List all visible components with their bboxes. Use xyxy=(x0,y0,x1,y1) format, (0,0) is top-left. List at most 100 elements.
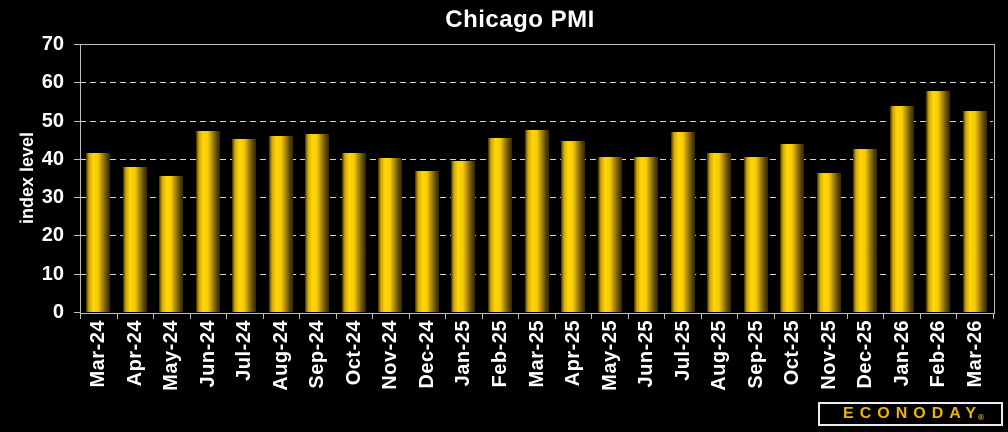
x-tick-label: Sep-25 xyxy=(744,320,767,389)
chart-title: Chicago PMI xyxy=(445,6,595,33)
x-tick-label: Aug-24 xyxy=(269,320,292,391)
bar-Feb-26 xyxy=(926,91,951,312)
x-tick xyxy=(226,313,228,319)
x-tick xyxy=(262,313,264,319)
bar-Nov-25 xyxy=(816,173,841,312)
x-tick xyxy=(153,313,155,319)
x-tick xyxy=(664,313,666,319)
x-tick-label: Jan-26 xyxy=(890,320,913,387)
x-tick-label: Nov-24 xyxy=(379,320,402,390)
x-tick xyxy=(372,313,374,319)
x-tick xyxy=(408,313,410,319)
x-tick xyxy=(591,313,593,319)
bar-May-25 xyxy=(597,156,622,312)
x-tick-label: Jun-25 xyxy=(635,320,658,388)
y-tick-label: 60 xyxy=(41,71,64,94)
bar-Oct-25 xyxy=(780,144,805,312)
bar-Aug-24 xyxy=(268,135,293,312)
x-tick xyxy=(737,313,739,319)
bar-Jul-25 xyxy=(670,131,695,312)
x-tick xyxy=(919,313,921,319)
y-tick-label: 20 xyxy=(41,224,64,247)
x-tick-label: Oct-24 xyxy=(342,320,365,386)
x-tick-label: Nov-25 xyxy=(817,320,840,390)
x-tick xyxy=(773,313,775,319)
x-tick xyxy=(518,313,520,319)
bar-Nov-24 xyxy=(378,158,403,312)
logo-text: ECONODAY xyxy=(843,405,983,422)
x-tick xyxy=(116,313,118,319)
y-tick-40 xyxy=(74,158,80,160)
bar-Apr-24 xyxy=(122,166,147,312)
x-tick-label: Mar-26 xyxy=(963,320,986,388)
gridline-60 xyxy=(80,82,993,84)
bar-Apr-25 xyxy=(561,141,586,312)
x-tick xyxy=(445,313,447,319)
x-tick-label: Jul-24 xyxy=(233,320,256,381)
x-tick xyxy=(299,313,301,319)
bar-May-24 xyxy=(159,176,184,312)
x-tick xyxy=(554,313,556,319)
x-tick-label: Feb-25 xyxy=(488,320,511,388)
y-tick-label: 10 xyxy=(41,262,64,285)
x-tick-label: Mar-24 xyxy=(87,320,110,388)
x-tick-label: Mar-25 xyxy=(525,320,548,388)
y-axis-title: index level xyxy=(17,131,37,225)
bar-Dec-24 xyxy=(414,170,439,312)
bar-Jan-25 xyxy=(451,160,476,312)
x-tick-label: Dec-24 xyxy=(415,320,438,389)
x-tick xyxy=(189,313,191,319)
y-tick-0 xyxy=(74,312,80,313)
x-tick xyxy=(956,313,958,319)
x-tick-label: Oct-25 xyxy=(781,320,804,386)
x-tick-label: Apr-24 xyxy=(123,320,146,387)
bar-Mar-24 xyxy=(86,153,111,312)
x-tick xyxy=(883,313,885,319)
bar-Dec-25 xyxy=(853,148,878,312)
bar-Jan-26 xyxy=(889,105,914,312)
bar-Jun-24 xyxy=(195,130,220,312)
y-tick-10 xyxy=(74,273,80,275)
econoday-logo: ECONODAY ® xyxy=(818,402,1003,426)
bar-Mar-25 xyxy=(524,129,549,312)
x-tick xyxy=(80,313,81,319)
x-tick xyxy=(481,313,483,319)
bar-Feb-25 xyxy=(487,137,512,312)
x-tick-label: Sep-24 xyxy=(306,320,329,389)
y-tick-label: 50 xyxy=(41,109,64,132)
x-tick xyxy=(846,313,848,319)
bar-Aug-25 xyxy=(707,153,732,312)
y-tick-label: 0 xyxy=(52,301,64,323)
registered-mark-icon: ® xyxy=(978,413,984,422)
x-tick xyxy=(810,313,812,319)
bar-Oct-24 xyxy=(341,152,366,312)
x-tick-label: Aug-25 xyxy=(708,320,731,391)
y-tick-label: 70 xyxy=(41,33,64,55)
y-tick-60 xyxy=(74,82,80,84)
y-tick-20 xyxy=(74,235,80,237)
y-tick-50 xyxy=(74,120,80,122)
bar-Sep-25 xyxy=(743,156,768,312)
bar-Mar-26 xyxy=(962,110,987,312)
y-tick-30 xyxy=(74,197,80,199)
x-tick-label: Jun-24 xyxy=(196,320,219,388)
gridline-50 xyxy=(80,120,993,122)
bar-Jul-24 xyxy=(232,138,257,312)
x-tick-label: May-25 xyxy=(598,320,621,391)
x-tick xyxy=(335,313,337,319)
x-tick-label: May-24 xyxy=(160,320,183,391)
y-tick-label: 30 xyxy=(41,186,64,209)
x-tick-label: Jan-25 xyxy=(452,320,475,387)
y-tick-70 xyxy=(74,44,80,45)
x-tick xyxy=(627,313,629,319)
x-tick-label: Apr-25 xyxy=(562,320,585,387)
x-tick xyxy=(700,313,702,319)
x-tick-label: Jul-25 xyxy=(671,320,694,381)
x-tick xyxy=(993,313,994,319)
x-tick-label: Feb-26 xyxy=(927,320,950,388)
x-tick-label: Dec-25 xyxy=(854,320,877,389)
bar-Sep-24 xyxy=(305,133,330,312)
y-tick-label: 40 xyxy=(41,147,64,170)
bar-Jun-25 xyxy=(634,157,659,312)
